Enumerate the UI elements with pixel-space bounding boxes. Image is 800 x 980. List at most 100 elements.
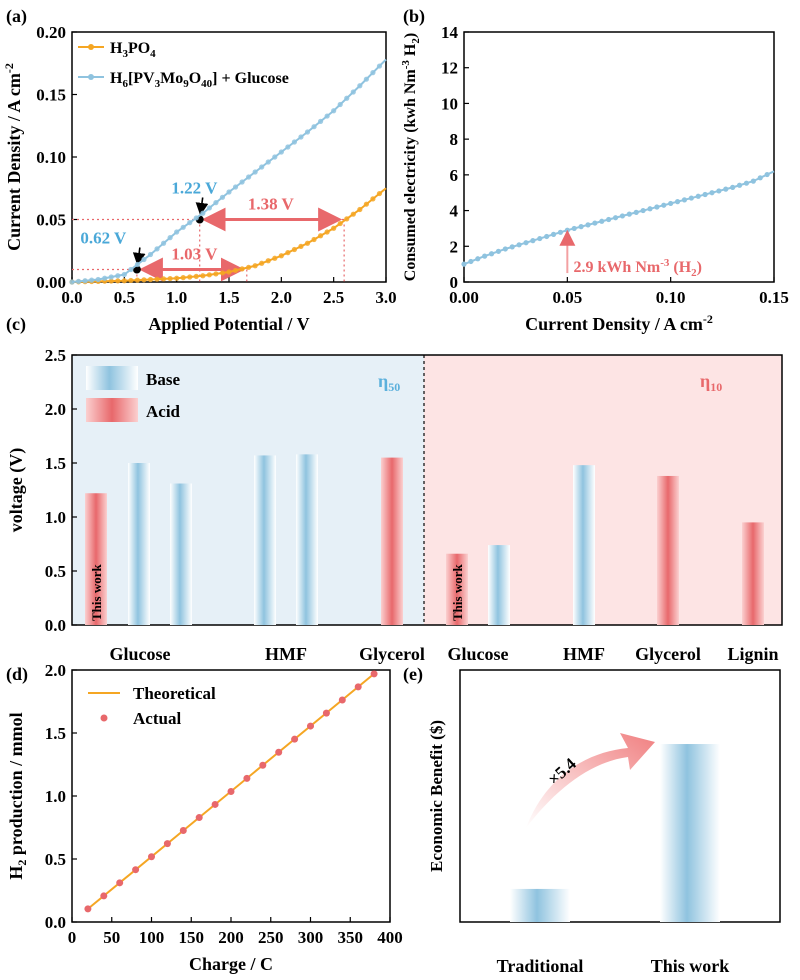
panel-a-point [317, 118, 324, 124]
panel-b-point [633, 209, 639, 215]
panel-c-frame [71, 354, 783, 626]
legend-acid: Acid [146, 402, 181, 421]
bar-acid [85, 493, 107, 625]
panel-b-xtick-label: 0.10 [656, 288, 686, 307]
panel-a-point [285, 144, 291, 150]
panel-c-ytick-label: 1.0 [45, 508, 66, 527]
panel-a-point [187, 274, 193, 280]
panel-d-xtick-label: 350 [338, 928, 364, 947]
panel-b-point [764, 171, 770, 178]
panel-a-series-line [71, 58, 387, 283]
label-1.22V: 1.22 V [171, 179, 218, 198]
marker-arrow [132, 247, 146, 266]
panel-b-point [585, 222, 591, 228]
panel-a-point [376, 190, 383, 197]
panel-a-point [344, 216, 350, 222]
panel-d-ytick-label: 0.0 [45, 913, 66, 932]
actual-point [84, 905, 92, 913]
panel-a-point [239, 266, 245, 272]
panel-b-ytick-label: 8 [450, 130, 459, 149]
panel-a-xtick-label: 3.0 [375, 288, 396, 307]
panel-b-ylabel: Consumed electricity (kwh Nm-3 H2) [400, 33, 422, 281]
panel-b-point [461, 261, 467, 267]
panel-c-ylabel: voltage (V) [6, 448, 27, 532]
panel-b-point [640, 207, 646, 214]
panel-a-point [180, 275, 186, 281]
panel-a-ytick-label: 0.15 [36, 86, 66, 105]
panel-b-ytick-label: 6 [450, 166, 459, 185]
panel-a-point [259, 260, 265, 266]
panel-a-point [213, 200, 219, 206]
panel-c-ytick-label: 2.0 [45, 400, 66, 419]
panel-label-a: (a) [6, 6, 27, 27]
panel-a-point [147, 251, 154, 258]
bar-acid [742, 522, 764, 625]
panel-d-xtick-label: 300 [298, 928, 324, 947]
actual-point [100, 892, 108, 900]
growth-arrow-icon [526, 733, 655, 828]
actual-point [179, 827, 187, 835]
panel-a-point [298, 134, 304, 140]
panel-a-point [252, 169, 258, 175]
panel-a-point [193, 215, 199, 221]
panel-d-ytick-label: 0.5 [45, 850, 66, 869]
group-label: Glycerol [635, 644, 701, 664]
panel-d-legend: Theoretical Actual [88, 684, 216, 728]
panel-b-point [557, 229, 564, 235]
legend-base: Base [146, 370, 180, 389]
panel-b-point [619, 213, 626, 219]
panel-b-point [488, 251, 495, 257]
panel-d-chart: 0 50 100 150 200 250 300 350 4000.00.51.01.52.0 … [6, 661, 403, 974]
panel-a-point [141, 277, 147, 283]
panel-a-point [147, 276, 154, 283]
panel-a-point [350, 211, 356, 217]
panel-b-point [723, 186, 729, 192]
panel-a-point [160, 276, 167, 282]
panel-b-point [475, 256, 481, 262]
panel-c-ytick-label: 0.5 [45, 562, 66, 581]
panel-label-c: (c) [6, 314, 26, 335]
panel-a-point [89, 277, 95, 283]
panel-a-point [278, 253, 284, 259]
panel-b-point [709, 190, 715, 196]
panel-a-point [121, 278, 127, 284]
label-1.03V: 1.03 V [171, 245, 218, 264]
panel-d-xtick-label: 400 [377, 928, 403, 947]
benefit-category-label: This work [651, 956, 730, 976]
bar-base [170, 483, 192, 625]
panel-a-point [246, 174, 252, 180]
multiplier-label: ×5.4 [544, 754, 580, 789]
panel-a-point [200, 273, 206, 279]
panel-a-point [167, 235, 173, 241]
panel-a-point [219, 194, 226, 200]
panel-b-point [482, 253, 488, 259]
panel-c-ytick-label: 1.5 [45, 454, 66, 473]
panel-b-point [564, 227, 570, 233]
panel-a-point [187, 220, 193, 226]
panel-b-point [550, 231, 557, 237]
panel-a-point [108, 274, 114, 280]
panel-a-point [324, 229, 330, 235]
panel-b-point [716, 188, 722, 194]
label-0.62V: 0.62 V [80, 229, 127, 248]
panel-b-point [681, 197, 688, 203]
panel-d-ytick-label: 1.0 [45, 787, 66, 806]
panel-b-xtick-label: 0.00 [449, 288, 479, 307]
actual-point [338, 696, 346, 704]
panel-label-b: (b) [403, 6, 425, 27]
panel-a-point [311, 124, 317, 130]
panel-a-point [160, 240, 167, 246]
group-label: HMF [265, 644, 307, 664]
panel-b-point [626, 211, 632, 217]
actual-point [354, 683, 362, 691]
panel-b-ytick-label: 14 [441, 23, 459, 42]
panel-a-point [226, 269, 232, 275]
acid-region [424, 355, 782, 625]
panel-d-xtick-label: 0 [68, 928, 77, 947]
panel-a-point [272, 255, 278, 261]
panel-a-point [370, 196, 376, 202]
bar-acid [381, 457, 403, 625]
base-region [72, 355, 424, 625]
panel-a-point [357, 206, 363, 213]
